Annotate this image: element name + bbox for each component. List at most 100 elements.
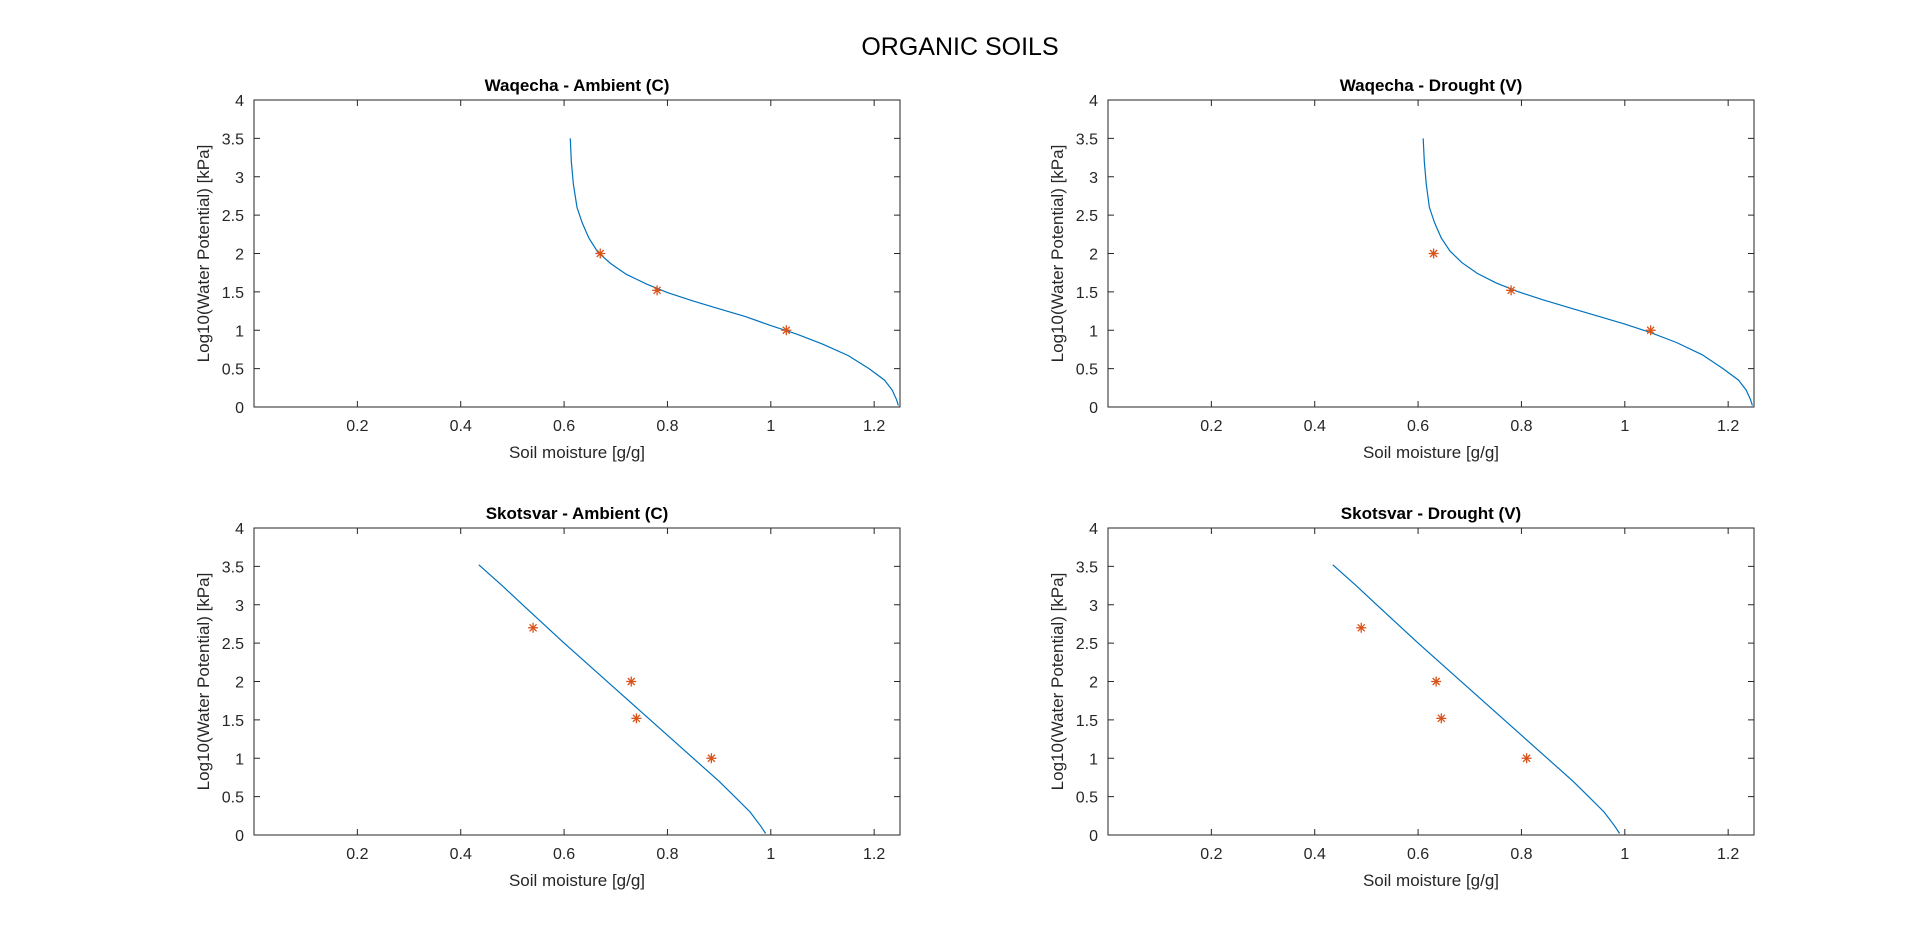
fitted-curve (1422, 138, 1753, 406)
fitted-curve (1332, 564, 1621, 834)
y-axis-label: Log10(Water Potential) [kPa] (194, 573, 213, 791)
y-tick-label: 3.5 (222, 559, 244, 576)
y-tick-label: 3.5 (1076, 131, 1098, 148)
x-tick-label: 0.2 (1200, 418, 1222, 435)
x-tick-label: 0.4 (450, 418, 472, 435)
x-tick-label: 0.4 (1304, 846, 1326, 863)
data-point-marker (1356, 622, 1367, 633)
subplot-4: Skotsvar - Drought (V) 0.2 0.4 0.6 0.8 1 1.2 0 0… (1048, 504, 1755, 890)
x-tick-label: 0.8 (1510, 846, 1532, 863)
x-tick-label: 1.2 (1717, 418, 1739, 435)
data-point-marker (595, 248, 606, 259)
data-point-marker (1645, 325, 1656, 336)
y-tick-label: 0.5 (222, 790, 244, 807)
marker-stroke (529, 623, 538, 632)
marker-stroke (1646, 326, 1655, 335)
x-tick-label: 0.8 (656, 846, 678, 863)
axes-frame (1107, 527, 1755, 836)
x-tick-label: 0.6 (553, 418, 575, 435)
x-tick-label: 0.6 (553, 846, 575, 863)
data-point-marker (626, 676, 637, 687)
y-tick-label: 2 (1089, 675, 1098, 692)
data-point-marker (706, 753, 717, 764)
data-point-marker (1431, 676, 1442, 687)
y-tick-label: 4 (235, 93, 244, 110)
x-tick-label: 1 (1620, 418, 1629, 435)
data-point-marker (1428, 248, 1439, 259)
x-axis-label: Soil moisture [g/g] (1363, 871, 1499, 890)
y-axis-label: Log10(Water Potential) [kPa] (1048, 573, 1067, 791)
subplot-title: Waqecha - Ambient (C) (485, 76, 670, 95)
y-tick-label: 1 (235, 751, 244, 768)
x-axis-label: Soil moisture [g/g] (509, 443, 645, 462)
x-tick-label: 1.2 (863, 418, 885, 435)
y-tick-label: 4 (235, 521, 244, 538)
y-axis-label: Log10(Water Potential) [kPa] (194, 145, 213, 363)
x-tick-label: 1 (1620, 846, 1629, 863)
x-tick-label: 1 (766, 418, 775, 435)
y-tick-label: 0 (235, 828, 244, 845)
y-tick-label: 2 (1089, 247, 1098, 264)
data-point-marker (631, 713, 642, 724)
marker-stroke (1437, 714, 1446, 723)
y-axis-label: Log10(Water Potential) [kPa] (1048, 145, 1067, 363)
x-axis-label: Soil moisture [g/g] (509, 871, 645, 890)
marker-stroke (782, 326, 791, 335)
y-tick-label: 4 (1089, 521, 1098, 538)
y-tick-label: 2.5 (1076, 636, 1098, 653)
y-tick-label: 1.5 (1076, 713, 1098, 730)
fitted-curve (478, 564, 767, 834)
y-tick-label: 3 (1089, 170, 1098, 187)
x-tick-label: 0.6 (1407, 846, 1429, 863)
y-tick-label: 3 (235, 170, 244, 187)
x-axis-label: Soil moisture [g/g] (1363, 443, 1499, 462)
y-tick-label: 3.5 (1076, 559, 1098, 576)
x-tick-label: 1.2 (1717, 846, 1739, 863)
y-tick-label: 1 (1089, 323, 1098, 340)
data-point-marker (1521, 753, 1532, 764)
subplot-3: Skotsvar - Ambient (C) 0.2 0.4 0.6 0.8 1 1.2 0 0… (194, 504, 901, 890)
marker-stroke (1357, 623, 1366, 632)
marker-stroke (707, 754, 716, 763)
x-tick-label: 0.6 (1407, 418, 1429, 435)
data-point-marker (1506, 285, 1517, 296)
y-tick-label: 2 (235, 675, 244, 692)
subplot-title: Skotsvar - Drought (V) (1341, 504, 1521, 523)
x-tick-label: 1 (766, 846, 775, 863)
y-tick-label: 2 (235, 247, 244, 264)
y-tick-label: 3 (1089, 598, 1098, 615)
x-tick-label: 1.2 (863, 846, 885, 863)
y-tick-label: 1.5 (222, 285, 244, 302)
axes-frame (253, 99, 901, 408)
axes-frame (253, 527, 901, 836)
y-tick-label: 1.5 (222, 713, 244, 730)
y-tick-label: 2.5 (222, 208, 244, 225)
y-tick-label: 1.5 (1076, 285, 1098, 302)
marker-stroke (632, 714, 641, 723)
y-tick-label: 0.5 (1076, 362, 1098, 379)
x-tick-label: 0.8 (656, 418, 678, 435)
subplot-1: Waqecha - Ambient (C) 0.2 0.4 0.6 0.8 1 1.2 0 0.… (194, 76, 901, 462)
y-tick-label: 0 (235, 400, 244, 417)
data-point-marker (652, 285, 663, 296)
data-point-marker (781, 325, 792, 336)
x-tick-label: 0.4 (450, 846, 472, 863)
y-tick-label: 0 (1089, 828, 1098, 845)
subplot-2: Waqecha - Drought (V) 0.2 0.4 0.6 0.8 1 1.2 0 0.… (1048, 76, 1755, 462)
x-tick-label: 0.2 (346, 418, 368, 435)
figure-title: ORGANIC SOILS (861, 33, 1058, 61)
y-tick-label: 3.5 (222, 131, 244, 148)
y-tick-label: 0 (1089, 400, 1098, 417)
x-tick-label: 0.8 (1510, 418, 1532, 435)
subplot-title: Waqecha - Drought (V) (1340, 76, 1523, 95)
y-tick-label: 2.5 (1076, 208, 1098, 225)
subplot-title: Skotsvar - Ambient (C) (486, 504, 669, 523)
y-tick-label: 1 (1089, 751, 1098, 768)
marker-stroke (627, 677, 636, 686)
data-point-marker (1436, 713, 1447, 724)
marker-stroke (1429, 249, 1438, 258)
marker-stroke (653, 286, 662, 295)
marker-stroke (596, 249, 605, 258)
y-tick-label: 1 (235, 323, 244, 340)
